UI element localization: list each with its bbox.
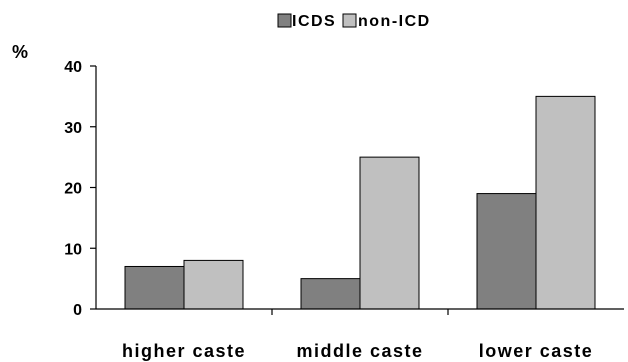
bar-icds-middle-caste xyxy=(300,278,361,310)
x-axis-ticks xyxy=(271,309,449,315)
legend-label-non-icd: non-ICD xyxy=(358,13,431,30)
category-label-middle-caste: middle caste xyxy=(296,341,423,361)
y-axis-label: % xyxy=(12,42,28,62)
legend-label-icds: ICDS xyxy=(292,13,336,30)
bar-non-icd-higher-caste xyxy=(183,259,244,310)
y-tick-label: 40 xyxy=(64,59,82,76)
bar-icds-lower-caste xyxy=(476,193,537,310)
legend-swatch-non-icd xyxy=(342,13,357,28)
bar-non-icd-middle-caste xyxy=(359,156,420,310)
category-label-lower-caste: lower caste xyxy=(479,341,594,361)
y-tick-label: 10 xyxy=(64,241,82,258)
category-labels: higher caste middle caste lower caste xyxy=(122,341,594,361)
y-tick-label: 0 xyxy=(73,302,82,319)
y-tick-label: 20 xyxy=(64,181,82,198)
bar-non-icd-lower-caste xyxy=(535,95,596,310)
y-axis-ticks: 0 10 20 30 40 xyxy=(64,59,96,319)
bars xyxy=(124,95,596,310)
bar-icds-higher-caste xyxy=(124,265,185,310)
legend-swatch-icds xyxy=(277,13,292,28)
legend: ICDS non-ICD xyxy=(277,13,431,30)
category-label-higher-caste: higher caste xyxy=(122,341,246,361)
y-tick-label: 30 xyxy=(64,120,82,137)
